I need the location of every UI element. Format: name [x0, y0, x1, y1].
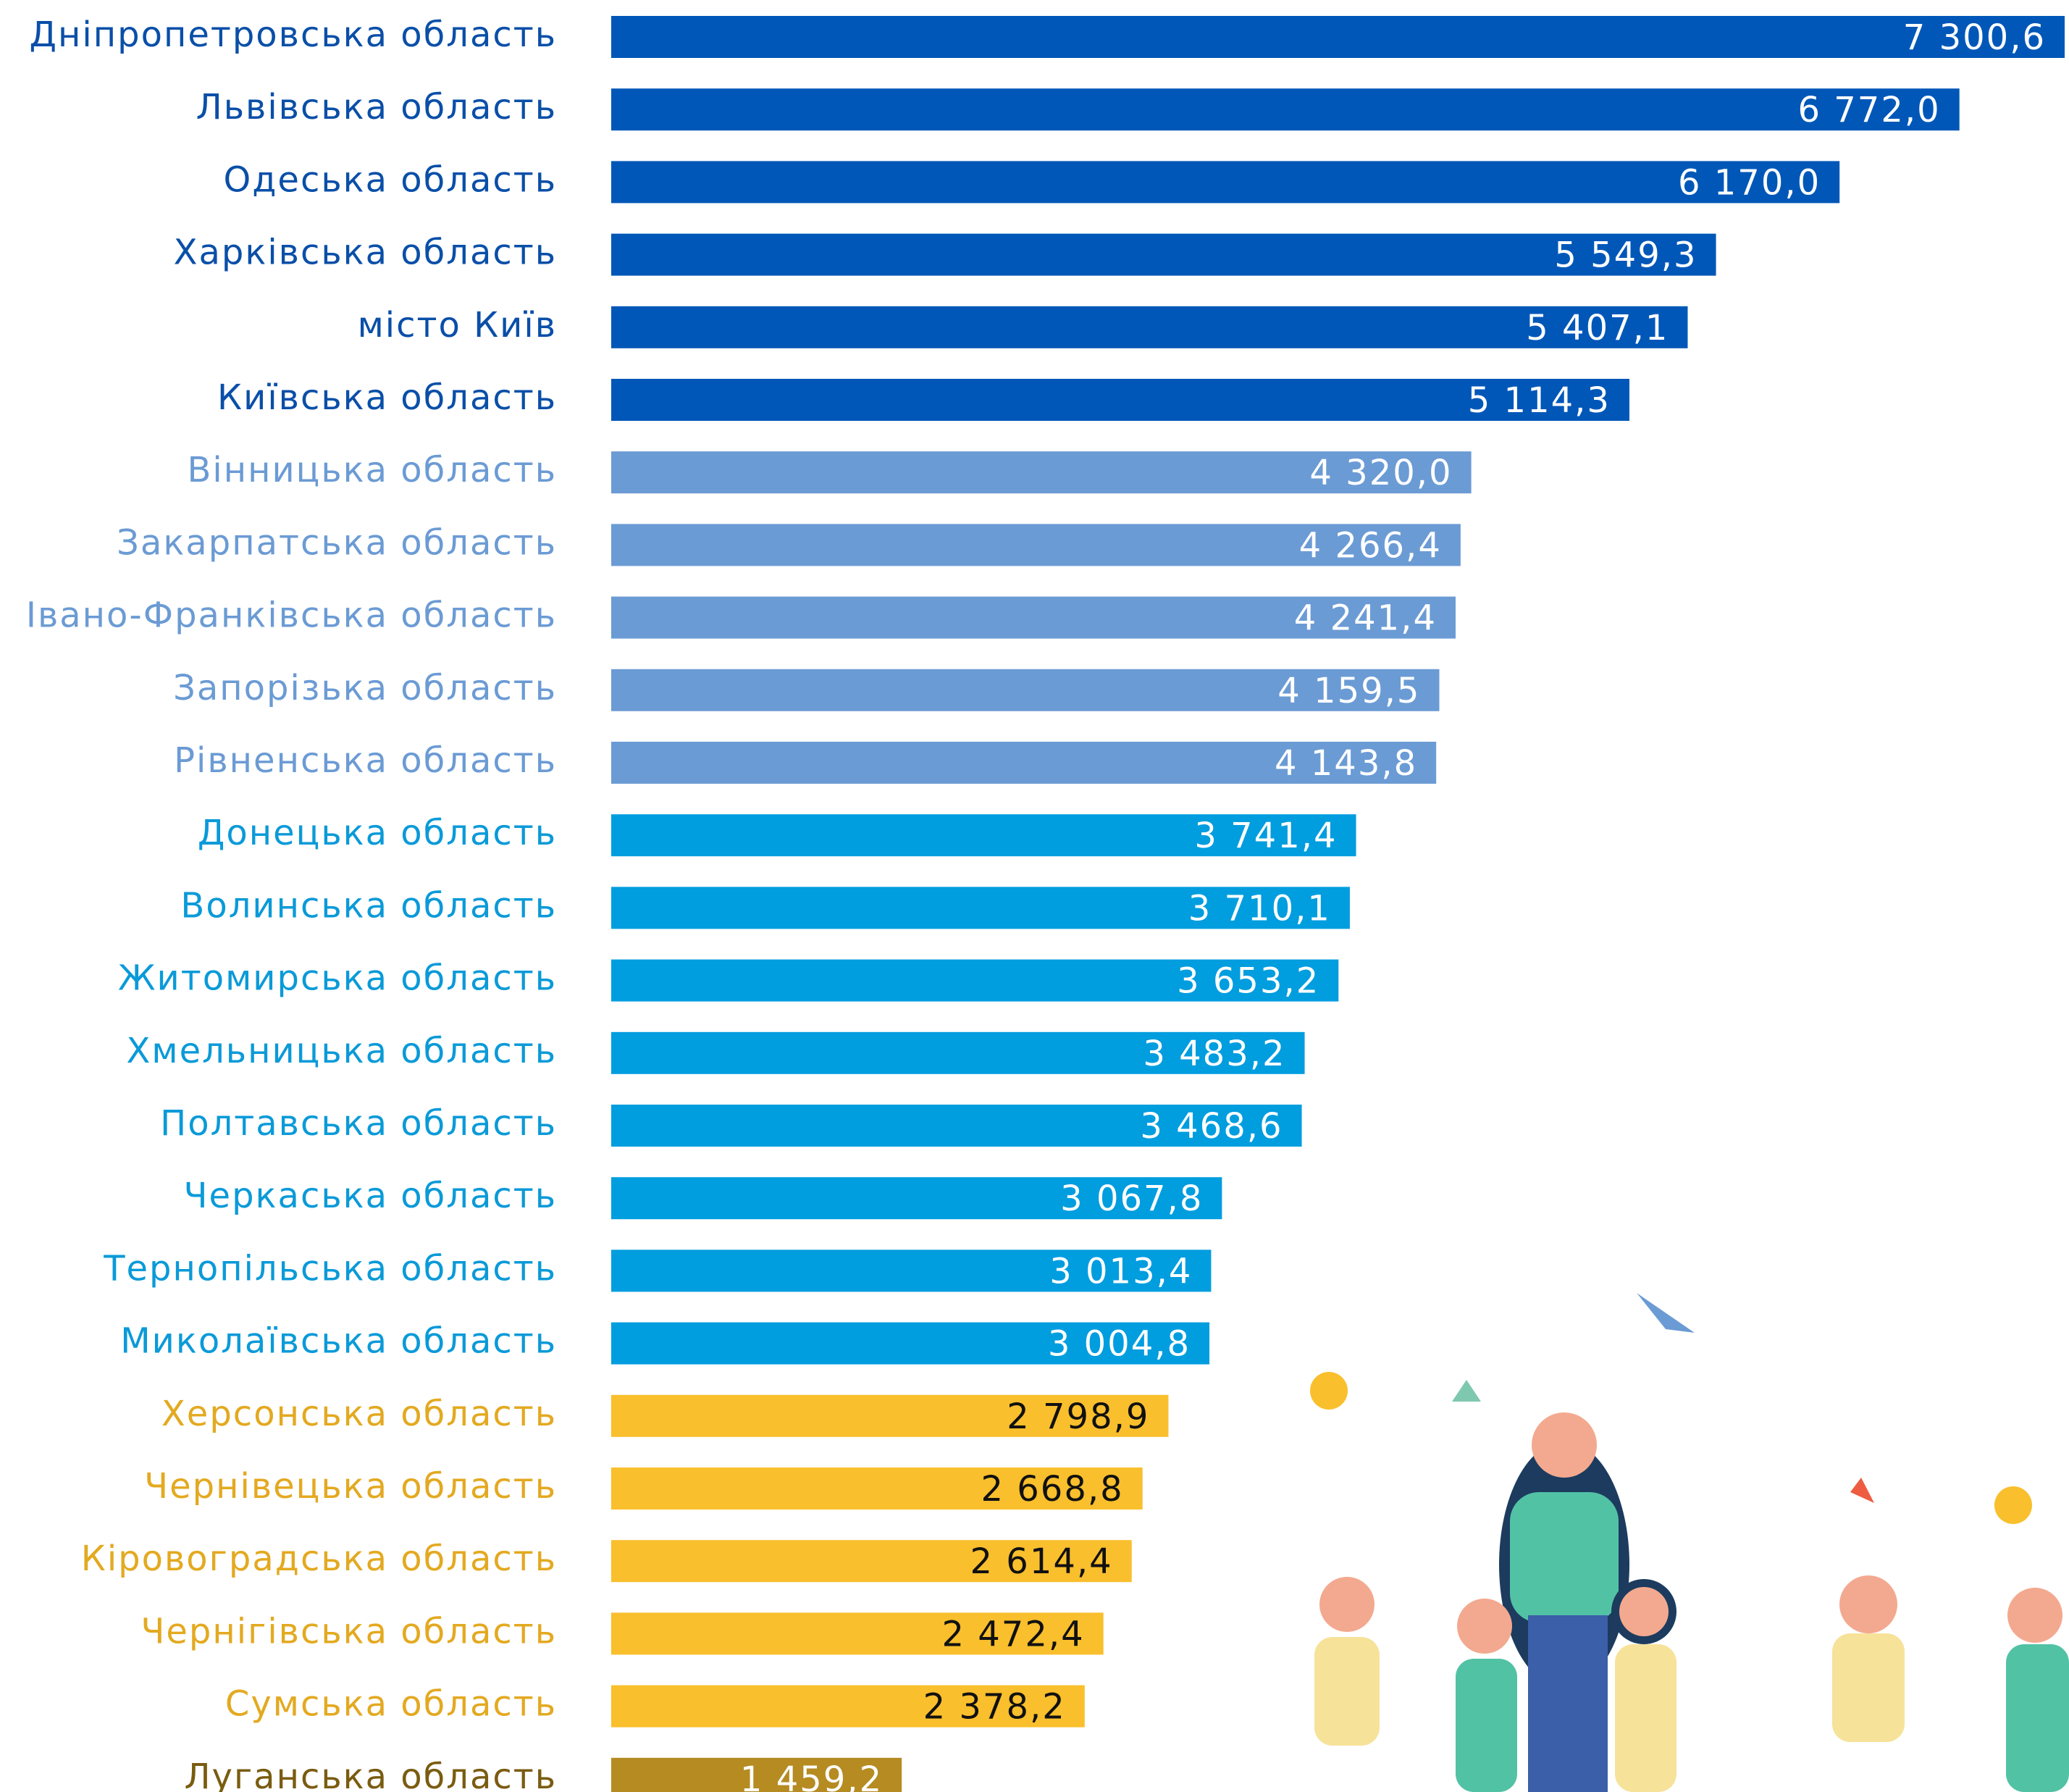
category-label: Кіровоградська область [81, 1538, 557, 1579]
category-label: Чернівецька область [144, 1466, 557, 1507]
value-label: 3 013,4 [1049, 1251, 1192, 1291]
value-label: 3 067,8 [1060, 1178, 1203, 1219]
category-label: Одеська область [223, 159, 557, 200]
value-label: 2 378,2 [923, 1687, 1066, 1728]
category-label: Хмельницька область [127, 1031, 558, 1071]
category-label: Вінницька область [187, 450, 557, 490]
value-label: 5 407,1 [1526, 308, 1669, 348]
category-label: Сумська область [225, 1684, 557, 1725]
value-label: 3 468,6 [1140, 1106, 1283, 1147]
category-label: Чернігівська область [140, 1611, 557, 1651]
value-label: 4 266,4 [1299, 525, 1442, 566]
value-label: 4 320,0 [1309, 453, 1452, 493]
value-label: 3 710,1 [1188, 888, 1331, 929]
category-label: Херсонська область [161, 1394, 557, 1434]
category-label: Львівська область [196, 87, 557, 127]
bar [611, 88, 1960, 130]
value-label: 3 483,2 [1143, 1034, 1285, 1074]
value-label: 3 004,8 [1048, 1324, 1191, 1365]
value-label: 7 300,6 [1903, 17, 2046, 58]
category-label: Волинська область [180, 885, 557, 926]
category-label: місто Київ [358, 305, 557, 346]
value-label: 4 143,8 [1275, 743, 1417, 784]
value-label: 6 170,0 [1678, 162, 1821, 203]
value-label: 2 472,4 [941, 1614, 1084, 1654]
illustration [1310, 1293, 2069, 1792]
chart: Дніпропетровська область 7 300,6 Львівська… [0, 0, 2069, 1792]
value-label: 5 114,3 [1468, 380, 1611, 421]
category-label: Запорізька область [173, 668, 557, 708]
value-label: 3 653,2 [1177, 961, 1319, 1002]
bar [611, 16, 2065, 58]
value-label: 4 241,4 [1294, 598, 1437, 639]
category-label: Луганська область [184, 1757, 557, 1792]
category-label: Івано-Франківська область [26, 595, 557, 636]
value-label: 3 741,4 [1194, 816, 1337, 856]
category-label: Полтавська область [160, 1103, 557, 1144]
category-label: Миколаївська область [120, 1321, 557, 1362]
value-label: 5 549,3 [1554, 235, 1697, 276]
category-label: Тернопільська область [103, 1248, 557, 1289]
value-label: 6 772,0 [1797, 90, 1940, 130]
value-label: 2 614,4 [970, 1541, 1113, 1582]
value-label: 4 159,5 [1277, 671, 1420, 711]
category-label: Житомирська область [118, 958, 557, 999]
category-label: Черкаська область [184, 1176, 557, 1216]
page: Дніпропетровська область 7 300,6 Львівська… [0, 0, 2069, 1792]
category-label: Рівненська область [174, 740, 557, 781]
value-label: 2 668,8 [981, 1469, 1123, 1510]
bar [611, 234, 1716, 276]
value-label: 1 459,2 [740, 1759, 883, 1792]
category-label: Донецька область [198, 813, 557, 853]
value-label: 2 798,9 [1007, 1397, 1149, 1437]
category-label: Харківська область [174, 233, 557, 273]
bar [611, 161, 1839, 203]
category-label: Закарпатська область [117, 522, 557, 563]
category-label: Київська область [217, 377, 557, 418]
category-label: Дніпропетровська область [30, 14, 557, 55]
